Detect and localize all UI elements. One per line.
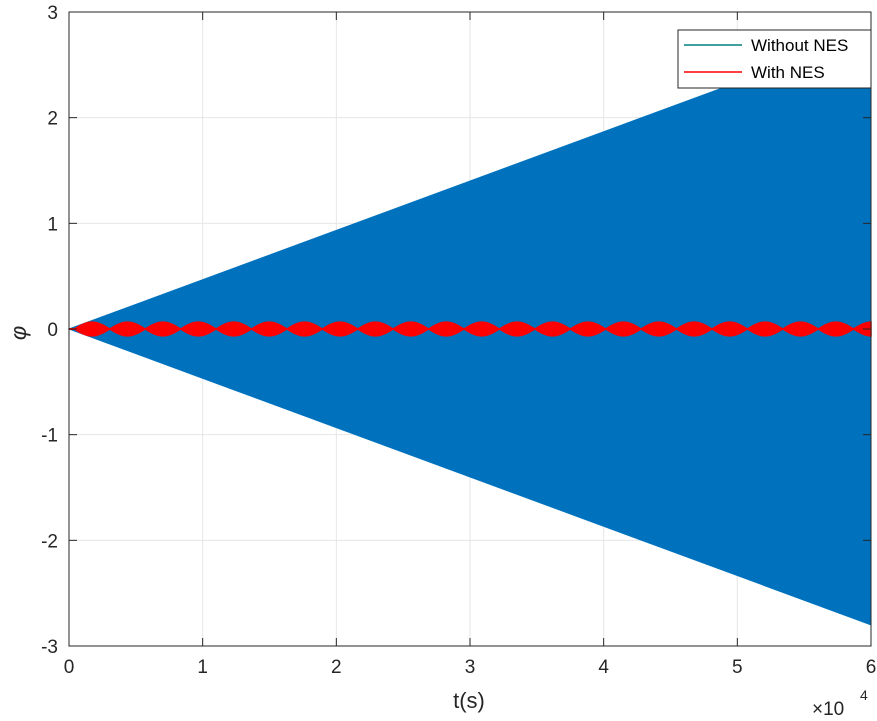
x-tick-label: 0 <box>64 657 75 678</box>
x-exponent-base: ×10 <box>812 699 844 720</box>
y-axis-label: φ <box>6 326 31 340</box>
x-tick-label: 2 <box>331 657 342 678</box>
series-with-nes <box>69 321 872 337</box>
legend: Without NES With NES <box>677 29 872 89</box>
axis-ticks: 0 1 2 3 4 5 6 -3 -2 -1 0 1 2 3 <box>41 3 876 678</box>
legend-box <box>677 29 872 89</box>
legend-label-with-nes: With NES <box>751 63 825 82</box>
y-tick-label: 1 <box>47 214 58 235</box>
y-tick-label: -2 <box>41 531 58 552</box>
plot-area <box>67 32 872 626</box>
y-tick-label: 3 <box>47 3 58 24</box>
legend-label-without-nes: Without NES <box>751 36 848 55</box>
x-tick-label: 4 <box>598 657 609 678</box>
x-tick-label: 6 <box>866 657 877 678</box>
x-tick-label: 1 <box>197 657 208 678</box>
y-tick-label: -1 <box>41 426 58 447</box>
x-exponent: ×10 4 <box>812 687 868 720</box>
y-tick-label: 2 <box>47 109 58 130</box>
y-tick-label: 0 <box>47 320 58 341</box>
y-tick-label: -3 <box>41 637 58 658</box>
x-exponent-power: 4 <box>860 687 868 703</box>
x-tick-label: 5 <box>732 657 743 678</box>
x-tick-label: 3 <box>465 657 476 678</box>
x-axis-label: t(s) <box>453 688 485 713</box>
